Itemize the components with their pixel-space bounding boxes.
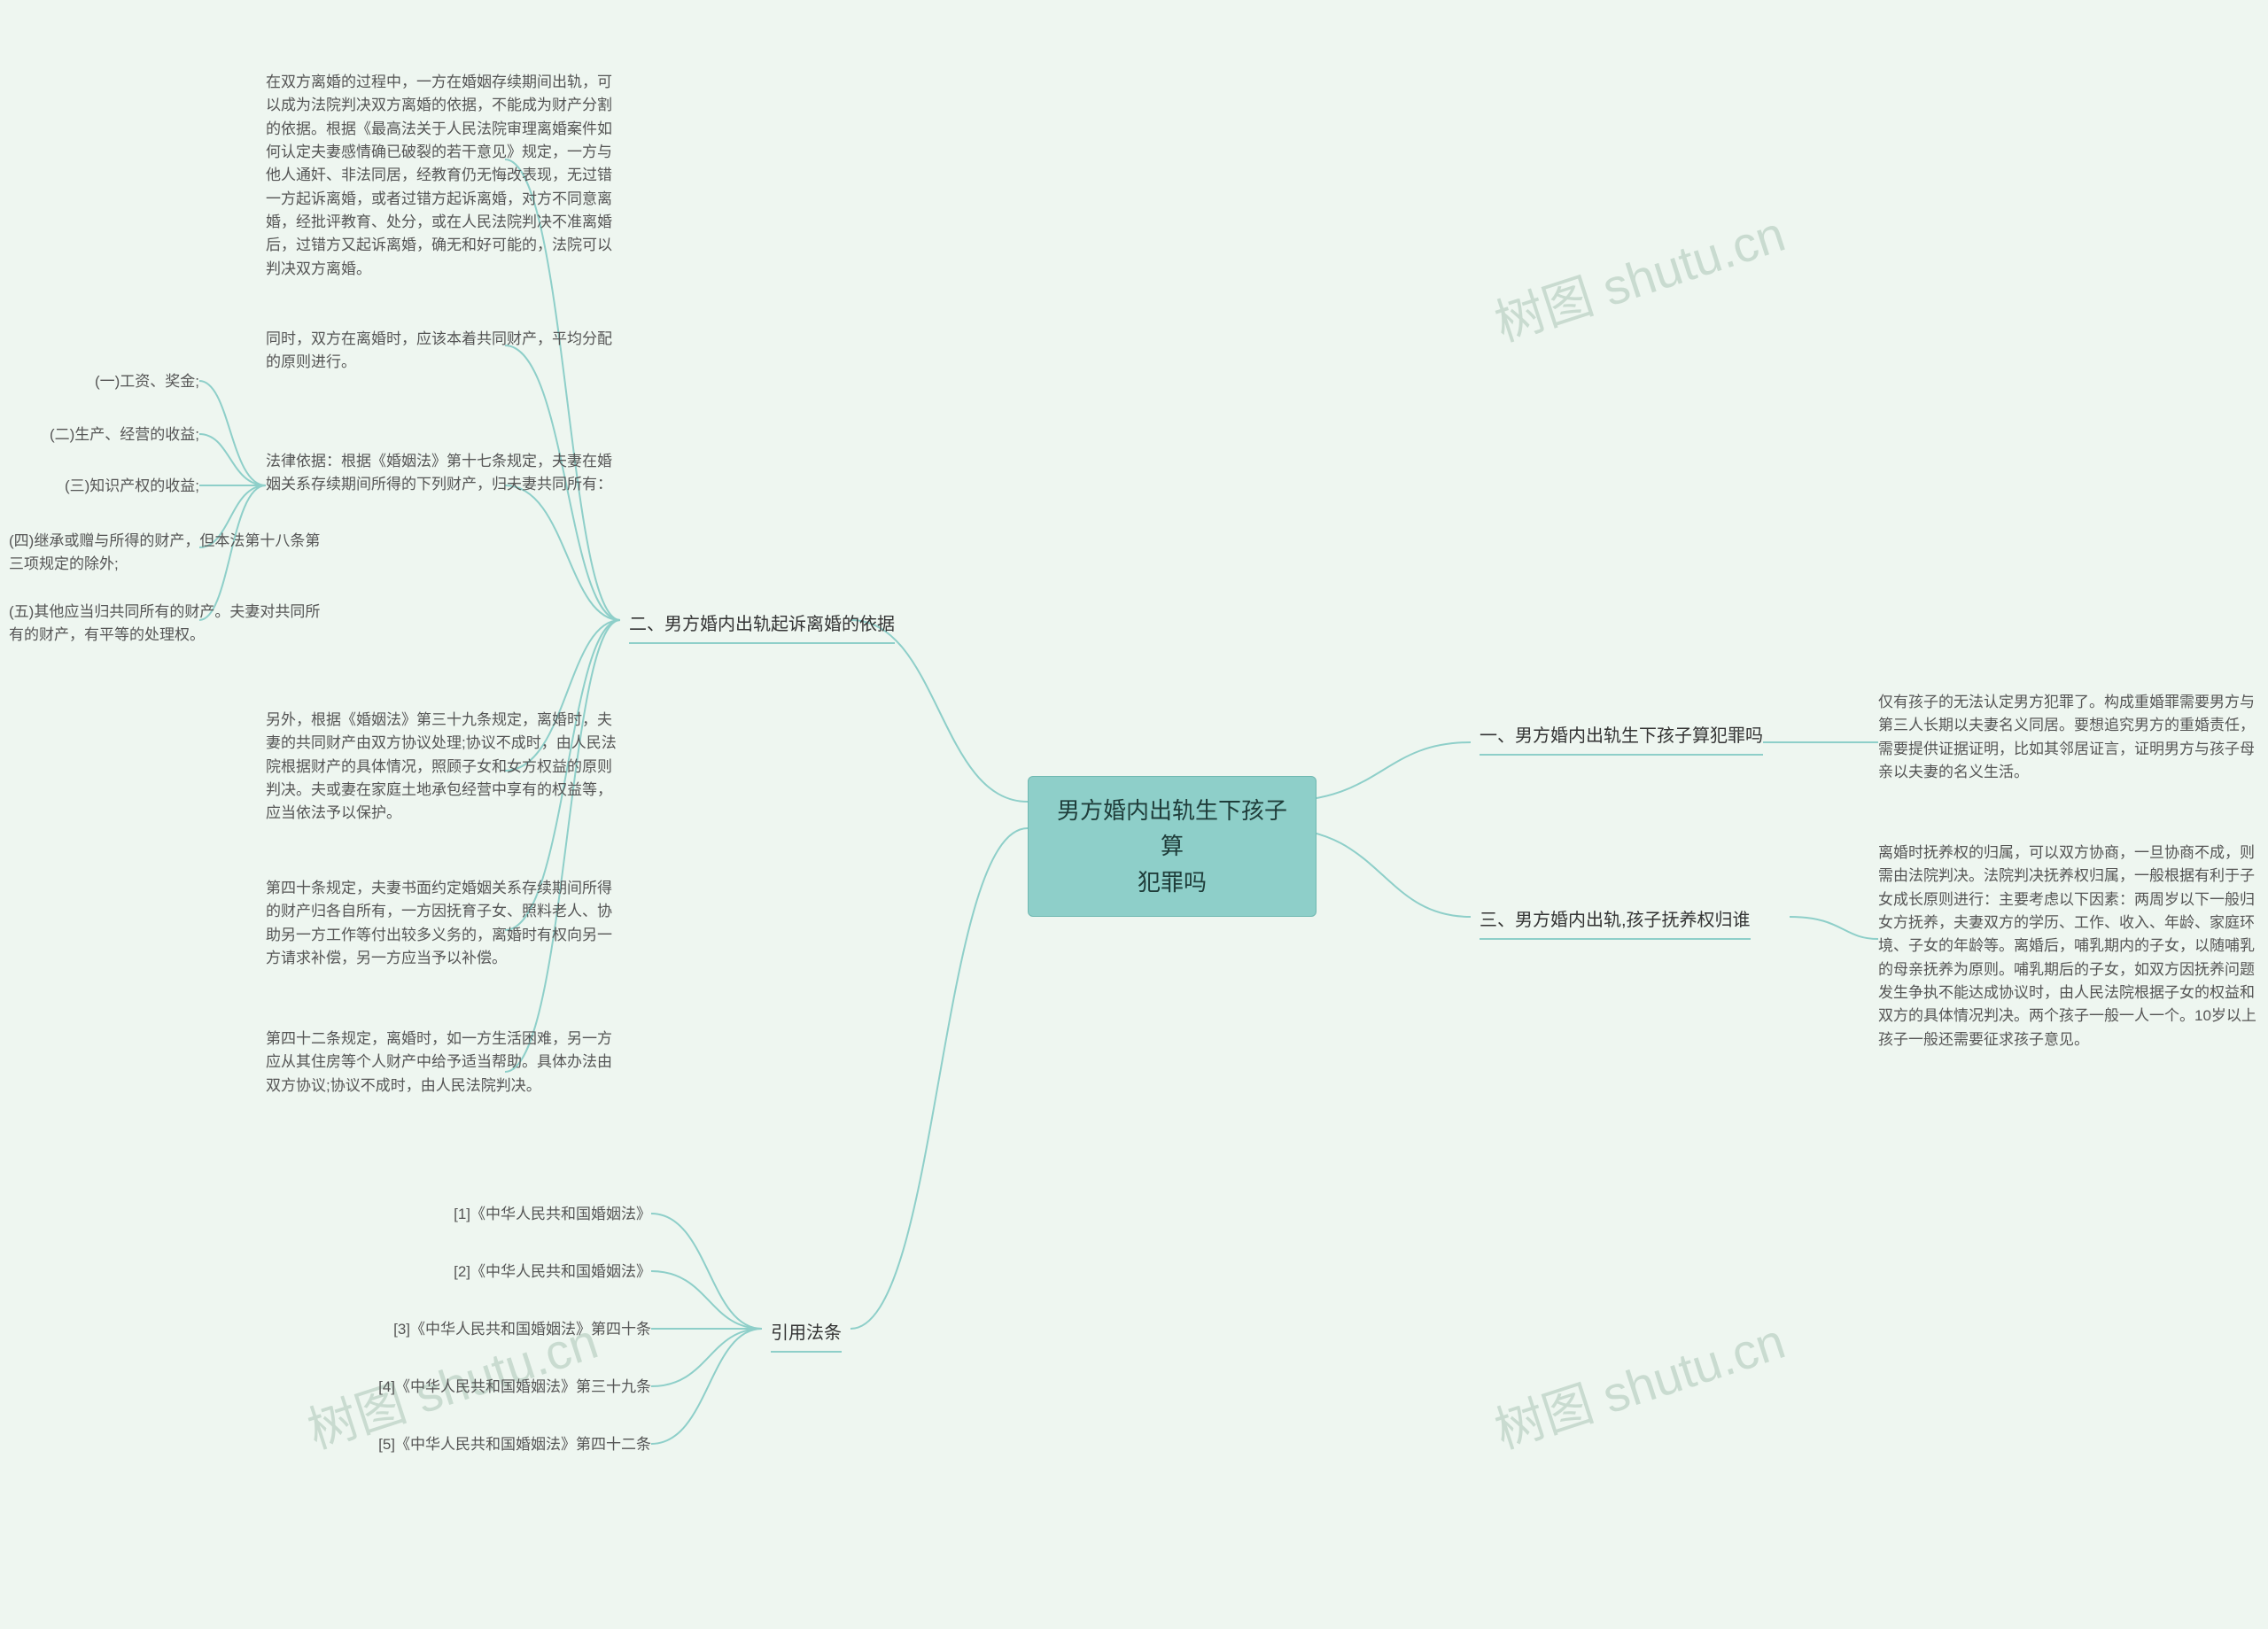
ref-3: [3]《中华人民共和国婚姻法》第四十条	[328, 1318, 651, 1341]
branch-2-p4: 另外，根据《婚姻法》第三十九条规定，离婚时，夫妻的共同财产由双方协议处理;协议不…	[266, 709, 620, 826]
ref-5: [5]《中华人民共和国婚姻法》第四十二条	[319, 1433, 651, 1456]
branch-2-p3-s3: (三)知识产权的收益;	[44, 475, 199, 498]
branch-2-p1: 在双方离婚的过程中，一方在婚姻存续期间出轨，可以成为法院判决双方离婚的依据，不能…	[266, 71, 620, 281]
branch-3-leaf: 离婚时抚养权的归属，可以双方协商，一旦协商不成，则需由法院判决。法院判决抚养权归…	[1878, 842, 2268, 1051]
branch-2-p3-s4: (四)继承或赠与所得的财产，但本法第十八条第三项规定的除外;	[9, 530, 328, 577]
mindmap-canvas: 树图 shutu.cn 树图 shutu.cn 树图 shutu.cn	[0, 0, 2268, 1629]
ref-4: [4]《中华人民共和国婚姻法》第三十九条	[319, 1376, 651, 1399]
branch-refs-title: 引用法条	[771, 1320, 842, 1353]
root-line2: 犯罪吗	[1048, 865, 1296, 900]
branch-1: 一、男方婚内出轨生下孩子算犯罪吗	[1471, 718, 1781, 761]
branch-2-p6: 第四十二条规定，离婚时，如一方生活困难，另一方应从其住房等个人财产中给予适当帮助…	[266, 1028, 620, 1098]
branch-refs: 引用法条	[762, 1315, 850, 1358]
ref-2: [2]《中华人民共和国婚姻法》	[381, 1261, 651, 1284]
branch-2: 二、男方婚内出轨起诉离婚的依据	[620, 606, 904, 649]
branch-2-p3-s2: (二)生产、经营的收益;	[44, 423, 199, 446]
root-line1: 男方婚内出轨生下孩子算	[1048, 793, 1296, 865]
branch-2-p3: 法律依据：根据《婚姻法》第十七条规定，夫妻在婚姻关系存续期间所得的下列财产，归夫…	[266, 450, 620, 497]
branch-2-p5: 第四十条规定，夫妻书面约定婚姻关系存续期间所得的财产归各自所有，一方因抚育子女、…	[266, 877, 620, 970]
branch-2-title: 二、男方婚内出轨起诉离婚的依据	[629, 611, 895, 644]
root-node: 男方婚内出轨生下孩子算 犯罪吗	[1028, 776, 1317, 917]
branch-2-p3-s5: (五)其他应当归共同所有的财产。夫妻对共同所有的财产，有平等的处理权。	[9, 601, 328, 648]
branch-2-p2: 同时，双方在离婚时，应该本着共同财产，平均分配的原则进行。	[266, 328, 620, 375]
branch-3-title: 三、男方婚内出轨,孩子抚养权归谁	[1480, 907, 1751, 940]
branch-1-leaf: 仅有孩子的无法认定男方犯罪了。构成重婚罪需要男方与第三人长期以夫妻名义同居。要想…	[1878, 691, 2268, 784]
branch-2-p3-s1: (一)工资、奖金;	[44, 370, 199, 393]
branch-3: 三、男方婚内出轨,孩子抚养权归谁	[1471, 902, 1807, 945]
branch-1-title: 一、男方婚内出轨生下孩子算犯罪吗	[1480, 723, 1763, 756]
watermark: 树图 shutu.cn	[1485, 1302, 1793, 1463]
watermark: 树图 shutu.cn	[1485, 195, 1793, 356]
ref-1: [1]《中华人民共和国婚姻法》	[381, 1203, 651, 1226]
